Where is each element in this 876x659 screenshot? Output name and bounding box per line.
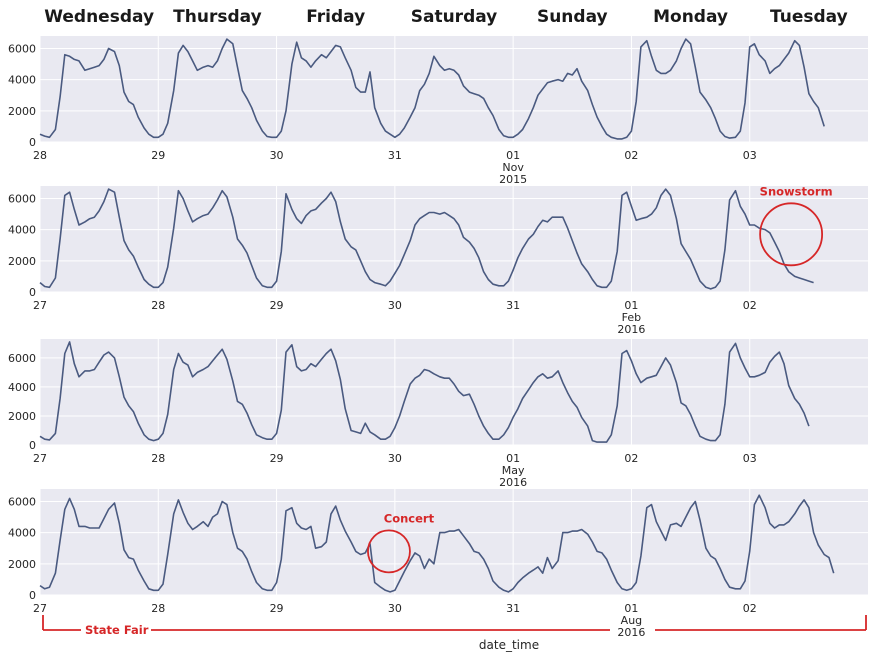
y-tick-label: 0	[29, 439, 36, 452]
span-annotation-label: State Fair	[85, 623, 149, 637]
x-month-label: May	[502, 464, 525, 477]
y-tick-label: 6000	[8, 495, 36, 508]
x-month-label: Feb	[622, 311, 641, 324]
y-tick-label: 4000	[8, 381, 36, 394]
x-tick-label: 02	[624, 452, 638, 465]
x-tick-label: 28	[151, 299, 165, 312]
y-tick-label: 0	[29, 589, 36, 602]
weekday-label-monday: Monday	[653, 7, 728, 27]
weekday-header-row: Wednesday Thursday Friday Saturday Sunday Mon…	[44, 7, 847, 27]
x-tick-label: 03	[743, 149, 757, 162]
x-tick-label: 01	[624, 299, 638, 312]
weekday-label-wednesday: Wednesday	[44, 7, 154, 27]
x-tick-label: 30	[388, 452, 402, 465]
x-tick-label: 01	[506, 452, 520, 465]
weekday-label-thursday: Thursday	[173, 7, 262, 27]
x-tick-label: 01	[624, 602, 638, 615]
series-line	[39, 341, 810, 443]
annotation-circle	[367, 529, 411, 574]
series-line	[39, 188, 814, 290]
y-tick-label: 6000	[8, 192, 36, 205]
x-tick-label: 29	[270, 299, 284, 312]
series-line	[39, 494, 835, 593]
x-year-label: 2015	[499, 173, 527, 186]
x-tick-label: 29	[270, 602, 284, 615]
panel-background	[40, 36, 868, 142]
y-tick-label: 2000	[8, 105, 36, 118]
weekday-label-sunday: Sunday	[537, 7, 608, 27]
x-tick-label: 30	[388, 299, 402, 312]
x-tick-label: 02	[624, 149, 638, 162]
x-tick-label: 31	[506, 299, 520, 312]
panel-background	[40, 489, 868, 595]
y-tick-label: 6000	[8, 352, 36, 365]
y-tick-label: 2000	[8, 558, 36, 571]
x-axis-label: date_time	[479, 638, 539, 652]
weekday-label-saturday: Saturday	[411, 7, 498, 27]
x-tick-label: 02	[743, 602, 757, 615]
x-tick-label: 27	[33, 452, 47, 465]
y-tick-label: 2000	[8, 255, 36, 268]
weekday-label-tuesday: Tuesday	[770, 7, 848, 27]
y-tick-label: 0	[29, 286, 36, 299]
x-year-label: 2016	[617, 323, 645, 336]
span-annotation: State Fair	[42, 615, 867, 637]
x-tick-label: 30	[270, 149, 284, 162]
x-tick-label: 31	[506, 602, 520, 615]
x-tick-label: 02	[743, 299, 757, 312]
x-tick-label: 30	[388, 602, 402, 615]
weekday-label-friday: Friday	[306, 7, 365, 27]
annotation-label: Snowstorm	[760, 184, 833, 198]
y-tick-label: 4000	[8, 527, 36, 540]
x-month-label: Aug	[621, 614, 642, 627]
y-tick-label: 2000	[8, 410, 36, 423]
x-tick-label: 28	[151, 602, 165, 615]
x-tick-label: 27	[33, 602, 47, 615]
x-tick-label: 27	[33, 299, 47, 312]
x-tick-label: 03	[743, 452, 757, 465]
y-tick-label: 4000	[8, 224, 36, 237]
annotation-label: Concert	[384, 511, 435, 525]
x-year-label: 2016	[617, 626, 645, 639]
x-tick-label: 28	[33, 149, 47, 162]
x-tick-label: 29	[270, 452, 284, 465]
series-line	[39, 38, 825, 140]
x-year-label: 2016	[499, 476, 527, 489]
y-tick-label: 6000	[8, 42, 36, 55]
x-tick-label: 31	[388, 149, 402, 162]
y-tick-label: 4000	[8, 74, 36, 87]
x-month-label: Nov	[502, 161, 524, 174]
annotation-circle	[759, 202, 824, 267]
y-tick-label: 0	[29, 136, 36, 149]
x-tick-label: 01	[506, 149, 520, 162]
x-tick-label: 29	[151, 149, 165, 162]
x-tick-label: 28	[151, 452, 165, 465]
